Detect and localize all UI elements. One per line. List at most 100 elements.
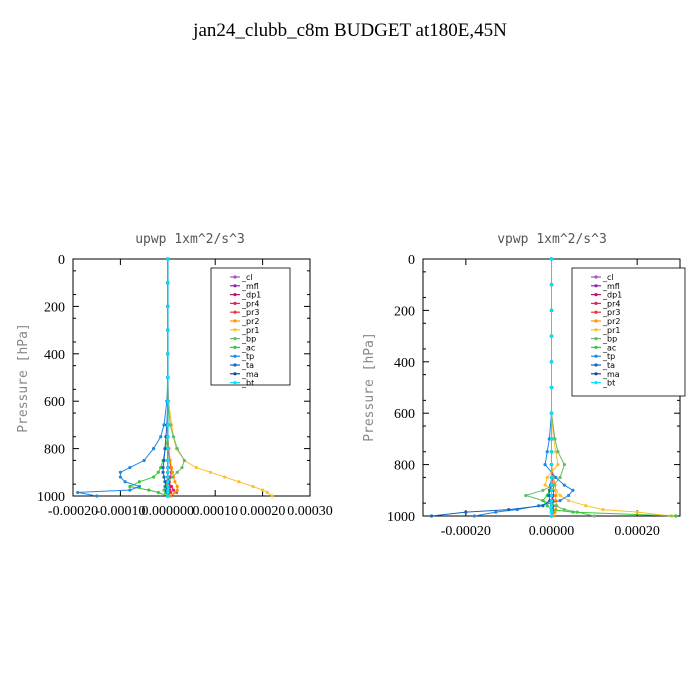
data-point — [166, 399, 170, 403]
data-point — [545, 504, 549, 508]
x-tick-label: 0.00030 — [287, 504, 333, 519]
data-point — [429, 514, 434, 518]
data-point — [584, 504, 588, 508]
data-point — [162, 423, 166, 427]
data-point — [169, 465, 174, 470]
y-tick-label: 400 — [44, 348, 65, 363]
legend-label: _cl — [602, 273, 614, 282]
y-tick-label: 400 — [394, 356, 415, 371]
legend-marker — [594, 328, 598, 332]
data-point — [175, 484, 179, 489]
data-point — [173, 490, 177, 495]
data-point — [556, 450, 560, 454]
legend-label: _pr2 — [602, 317, 620, 326]
series-line-tp — [474, 259, 574, 517]
x-tick-label: 0.00010 — [192, 504, 238, 519]
legend-marker — [594, 310, 598, 314]
data-point — [166, 423, 170, 427]
y-tick-label: 800 — [394, 459, 415, 474]
data-point — [558, 493, 562, 498]
legend-marker — [233, 301, 237, 305]
data-point — [237, 480, 241, 484]
data-point — [265, 490, 269, 495]
legend-label: _bt — [241, 379, 254, 388]
data-point — [549, 483, 554, 487]
chart-panel-2: vpwp 1xm^2/s^3 Pressure [hPa] 0 200 400 600 80… — [362, 232, 686, 539]
legend-marker — [233, 310, 237, 314]
data-point — [541, 498, 545, 503]
data-point — [173, 480, 177, 484]
data-point — [156, 490, 160, 495]
legend-marker — [233, 293, 237, 297]
data-point — [543, 483, 547, 487]
y-tick-label: 0 — [58, 253, 65, 268]
data-point — [571, 510, 575, 514]
x-tick-label: -0.00020 — [441, 524, 491, 539]
legend-label: _mfl — [602, 282, 620, 291]
x-tick-label: 0.00020 — [240, 504, 286, 519]
data-point — [175, 488, 179, 492]
data-point — [166, 281, 170, 285]
plot-frame — [72, 258, 311, 497]
legend-marker — [233, 328, 237, 332]
data-point — [169, 484, 174, 489]
data-point — [541, 488, 545, 492]
legend-box — [571, 267, 686, 397]
data-point — [558, 498, 562, 503]
data-point — [118, 470, 122, 474]
legend-label: _dp1 — [602, 291, 622, 300]
data-point — [175, 447, 179, 451]
legend-marker — [233, 275, 237, 279]
legend-label: _pr4 — [602, 299, 620, 308]
data-point — [562, 483, 566, 487]
legend-label: _tp — [602, 352, 615, 361]
legend-marker — [233, 354, 237, 358]
data-point — [674, 514, 678, 518]
legend-marker — [594, 301, 598, 305]
figure-title: jan24_clubb_c8m BUDGET at180E,45N — [193, 20, 507, 41]
data-point — [182, 458, 186, 463]
legend-label: _bp — [602, 335, 617, 344]
data-point — [543, 463, 547, 467]
series-line-tp — [77, 259, 169, 497]
legend-label: _pr2 — [241, 317, 259, 326]
legend-marker — [594, 337, 598, 341]
legend-label: _mfl — [241, 282, 259, 291]
data-point — [166, 484, 170, 489]
legend-marker — [594, 284, 598, 288]
data-point — [554, 504, 558, 508]
data-point — [147, 488, 151, 492]
data-point — [166, 375, 170, 380]
data-point — [549, 504, 554, 508]
legend-label: _pr4 — [241, 299, 259, 308]
chart-panel-1: upwp 1xm^2/s^3 Pressure [hPa] 0 200 400 600 80… — [16, 232, 333, 519]
data-point — [161, 470, 165, 474]
data-point — [549, 360, 554, 364]
panel-title: upwp 1xm^2/s^3 — [135, 232, 245, 247]
data-point — [507, 507, 511, 512]
data-point — [208, 470, 213, 474]
legend-marker — [594, 381, 598, 385]
data-point — [180, 465, 184, 470]
data-point — [166, 480, 170, 484]
legend-label: _cl — [241, 273, 253, 282]
data-point — [166, 458, 170, 463]
data-point — [170, 470, 175, 474]
legend-marker — [594, 372, 598, 376]
data-point — [162, 475, 166, 479]
data-point — [549, 385, 554, 390]
data-point — [549, 488, 554, 492]
data-point — [76, 490, 80, 495]
y-tick-label: 800 — [44, 443, 65, 458]
data-point — [166, 257, 170, 261]
legend-label: _ac — [241, 343, 255, 352]
data-point — [166, 490, 170, 495]
data-point — [545, 450, 549, 454]
data-point — [541, 504, 545, 508]
legend-label: _bt — [602, 379, 615, 388]
data-point — [554, 493, 558, 498]
data-point — [159, 465, 163, 470]
data-point — [166, 304, 170, 308]
data-point — [166, 328, 170, 332]
data-point — [166, 352, 170, 356]
